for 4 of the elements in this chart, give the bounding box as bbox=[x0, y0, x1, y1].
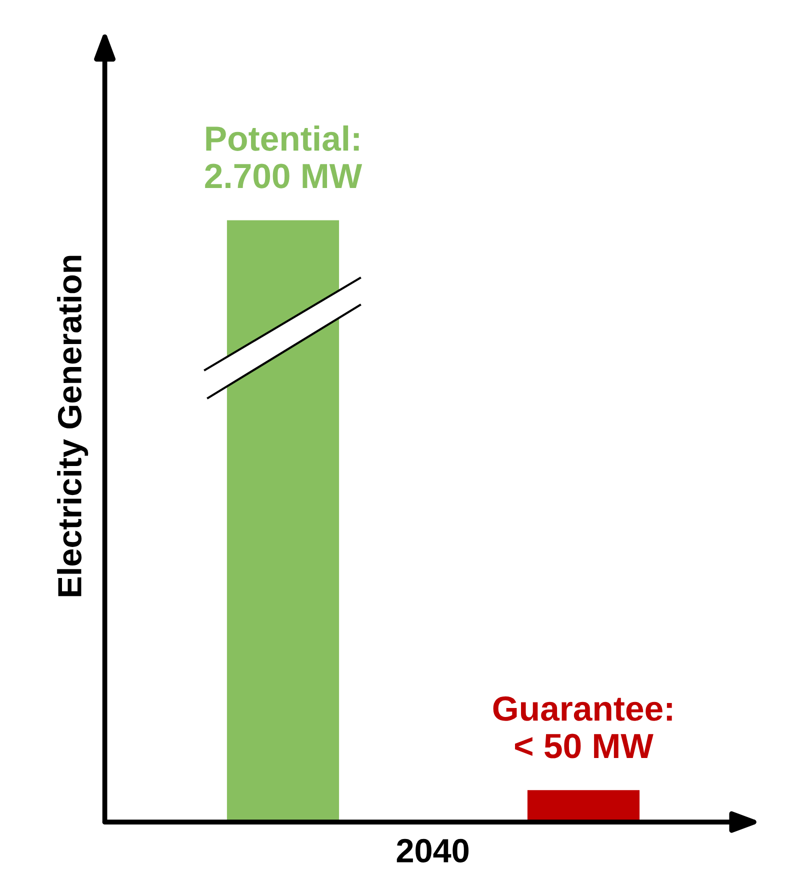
annotation: Guarantee: < 50 MW bbox=[493, 696, 672, 758]
text: Potential: 2.700 MW bbox=[205, 125, 362, 188]
y-axis-title: Electricity Generation bbox=[57, 256, 88, 596]
x-axis-title: 2040 bbox=[396, 838, 469, 863]
